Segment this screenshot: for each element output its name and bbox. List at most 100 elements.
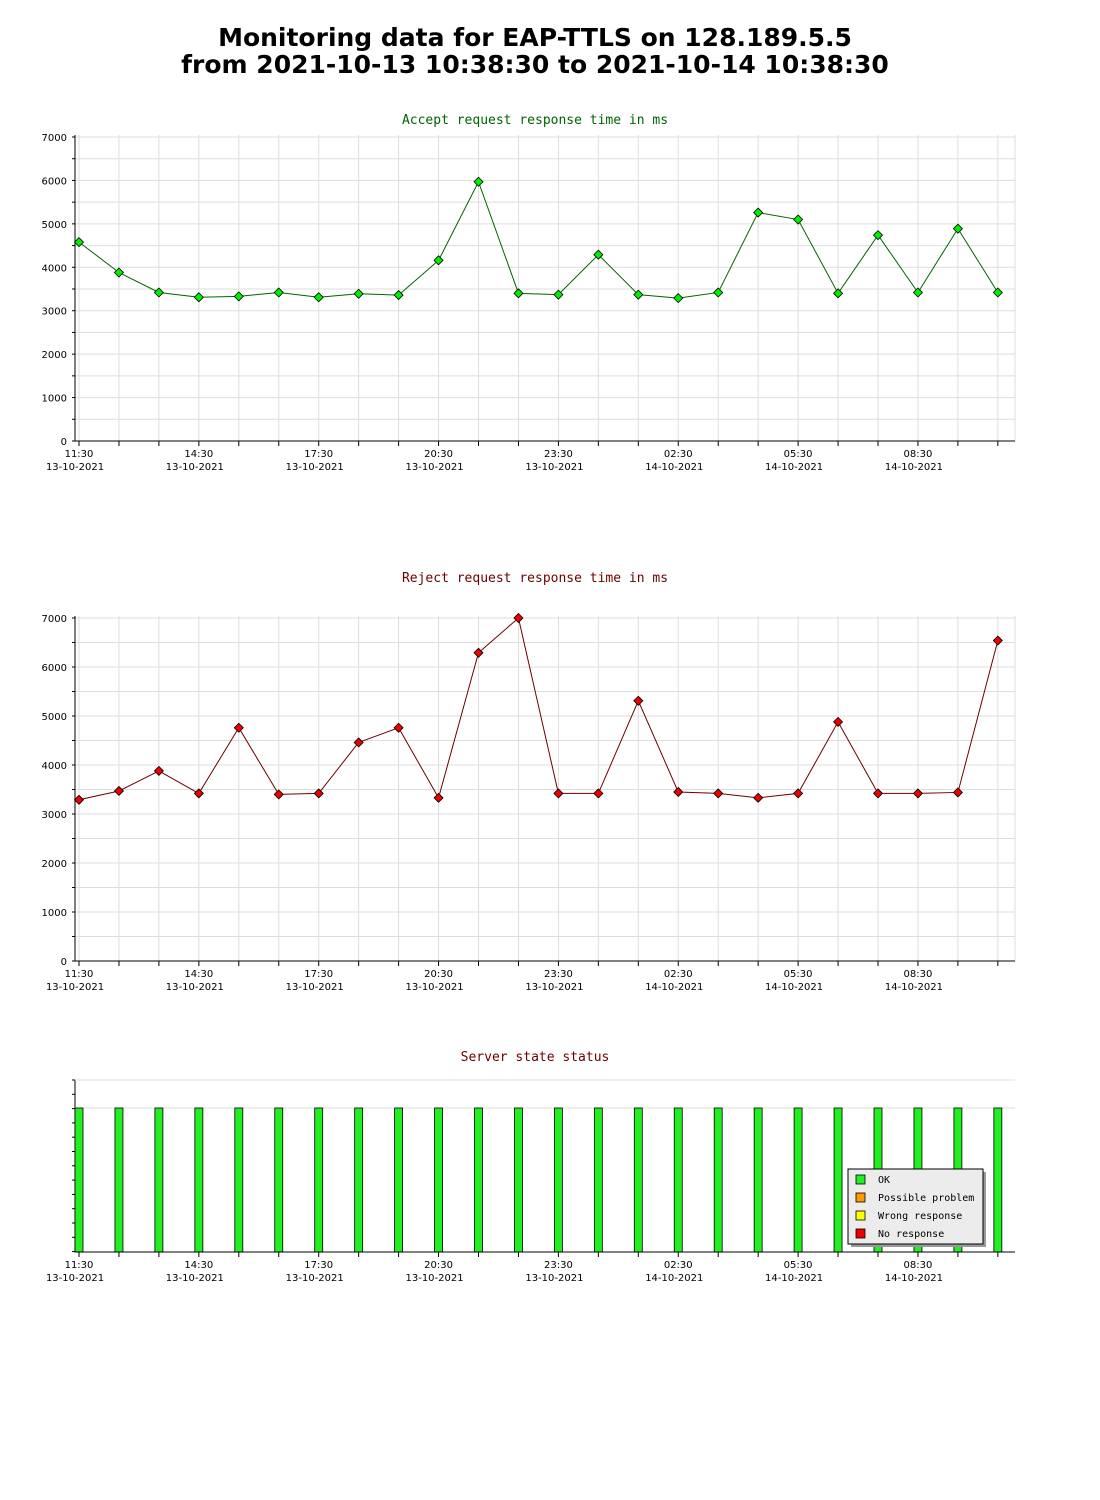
reject-data-point xyxy=(193,788,204,799)
x-tick-time-label: 02:30 xyxy=(664,449,693,460)
accept-data-point xyxy=(233,291,244,302)
reject-data-point xyxy=(673,786,684,798)
x-tick-date-label: 13-10-2021 xyxy=(166,462,224,473)
accept-data-point xyxy=(952,223,963,234)
status-bar xyxy=(474,1107,483,1253)
x-tick-time-label: 05:30 xyxy=(784,969,813,980)
status-bar xyxy=(554,1107,563,1253)
accept-data-point xyxy=(473,176,484,187)
x-tick-date-label: 14-10-2021 xyxy=(765,462,823,473)
accept-data-point xyxy=(793,214,804,225)
legend-label: Possible problem xyxy=(878,1193,974,1204)
x-tick-date-label: 13-10-2021 xyxy=(525,462,583,473)
y-tick-label: 6000 xyxy=(42,663,67,674)
accept-data-point xyxy=(513,288,524,299)
accept-data-point xyxy=(832,288,844,299)
reject-chart-title: Reject request response time in ms xyxy=(401,571,669,586)
reject-data-point xyxy=(593,788,604,799)
x-tick-time-label: 23:30 xyxy=(544,449,573,460)
x-tick-time-label: 08:30 xyxy=(904,969,933,980)
legend-swatch xyxy=(855,1210,866,1221)
status-bar xyxy=(394,1107,404,1253)
accept-data-point xyxy=(353,288,364,299)
x-tick-time-label: 17:30 xyxy=(304,449,333,460)
status-bar xyxy=(274,1107,284,1253)
x-tick-time-label: 14:30 xyxy=(184,449,213,460)
x-tick-time-label: 23:30 xyxy=(544,1260,573,1271)
x-tick-date-label: 14-10-2021 xyxy=(885,462,943,473)
x-tick-date-label: 13-10-2021 xyxy=(286,462,344,473)
accept-data-point xyxy=(393,290,404,301)
x-tick-time-label: 14:30 xyxy=(184,969,213,980)
y-tick-label: 2000 xyxy=(42,859,67,870)
reject-data-point xyxy=(553,788,564,799)
x-tick-date-label: 13-10-2021 xyxy=(405,1273,463,1284)
status-bar xyxy=(194,1107,204,1253)
y-tick-label: 3000 xyxy=(42,810,67,821)
accept-data-point xyxy=(313,292,324,303)
legend-label: No response xyxy=(878,1229,944,1240)
y-tick-label: 7000 xyxy=(42,133,67,144)
reject-data-point xyxy=(872,788,884,799)
reject-data-point xyxy=(473,647,484,658)
legend-swatch xyxy=(855,1228,866,1239)
reject-data-point xyxy=(952,787,963,798)
page-title: Monitoring data for EAP-TTLS on 128.189.… xyxy=(0,24,1070,78)
legend-swatch xyxy=(855,1192,866,1203)
x-tick-date-label: 14-10-2021 xyxy=(765,1273,823,1284)
reject-data-point xyxy=(113,785,125,797)
reject-data-point xyxy=(832,716,844,727)
x-tick-date-label: 13-10-2021 xyxy=(46,462,104,473)
status-bar xyxy=(793,1107,803,1253)
reject-data-point xyxy=(353,737,364,748)
reject-data-point xyxy=(433,792,444,803)
x-tick-time-label: 11:30 xyxy=(65,969,94,980)
x-tick-date-label: 13-10-2021 xyxy=(166,982,224,993)
y-tick-label: 5000 xyxy=(42,220,67,231)
status-bar xyxy=(354,1107,364,1253)
reject-data-point xyxy=(513,612,524,624)
x-tick-date-label: 14-10-2021 xyxy=(885,1273,943,1284)
accept-data-point xyxy=(193,292,204,303)
status-bar xyxy=(633,1107,643,1253)
reject-series-line xyxy=(78,617,999,801)
status-chart-title: Server state status xyxy=(460,1050,610,1065)
x-tick-date-label: 13-10-2021 xyxy=(46,1273,104,1284)
status-bar xyxy=(673,1107,683,1253)
x-tick-time-label: 17:30 xyxy=(304,969,333,980)
status-bar xyxy=(514,1107,523,1253)
reject-data-point xyxy=(633,695,644,706)
x-tick-time-label: 20:30 xyxy=(424,1260,453,1271)
y-tick-label: 7000 xyxy=(42,614,67,625)
status-bar xyxy=(434,1107,443,1253)
x-tick-time-label: 02:30 xyxy=(664,969,693,980)
x-tick-date-label: 14-10-2021 xyxy=(885,982,943,993)
x-tick-time-label: 20:30 xyxy=(424,449,453,460)
status-bar xyxy=(314,1107,324,1253)
accept-response-chart: 0 1000 2000 3000 4000 5000 6000 7000 11:30 13-10-… xyxy=(42,133,1016,473)
y-tick-label: 3000 xyxy=(42,307,67,318)
reject-data-point xyxy=(153,765,164,776)
x-tick-time-label: 08:30 xyxy=(904,449,933,460)
accept-data-point xyxy=(912,287,924,298)
accept-data-point xyxy=(713,287,724,298)
x-tick-date-label: 14-10-2021 xyxy=(645,462,703,473)
reject-data-point xyxy=(313,788,324,799)
status-bar xyxy=(833,1107,843,1253)
reject-data-point xyxy=(992,635,1003,646)
accept-data-point xyxy=(593,249,604,260)
accept-data-point xyxy=(553,289,564,300)
x-tick-time-label: 08:30 xyxy=(904,1260,933,1271)
status-bar xyxy=(154,1107,164,1253)
x-tick-date-label: 13-10-2021 xyxy=(286,982,344,993)
reject-data-point xyxy=(73,794,85,805)
accept-series-line xyxy=(78,180,999,299)
y-tick-label: 0 xyxy=(61,437,67,448)
y-tick-label: 5000 xyxy=(42,712,67,723)
status-bar xyxy=(713,1107,723,1253)
x-tick-date-label: 13-10-2021 xyxy=(405,982,463,993)
y-tick-label: 4000 xyxy=(42,761,67,772)
status-bar xyxy=(753,1107,763,1253)
x-tick-time-label: 05:30 xyxy=(784,449,813,460)
reject-response-chart: 0 1000 2000 3000 4000 5000 6000 7000 11:30 13-10-… xyxy=(42,612,1016,993)
